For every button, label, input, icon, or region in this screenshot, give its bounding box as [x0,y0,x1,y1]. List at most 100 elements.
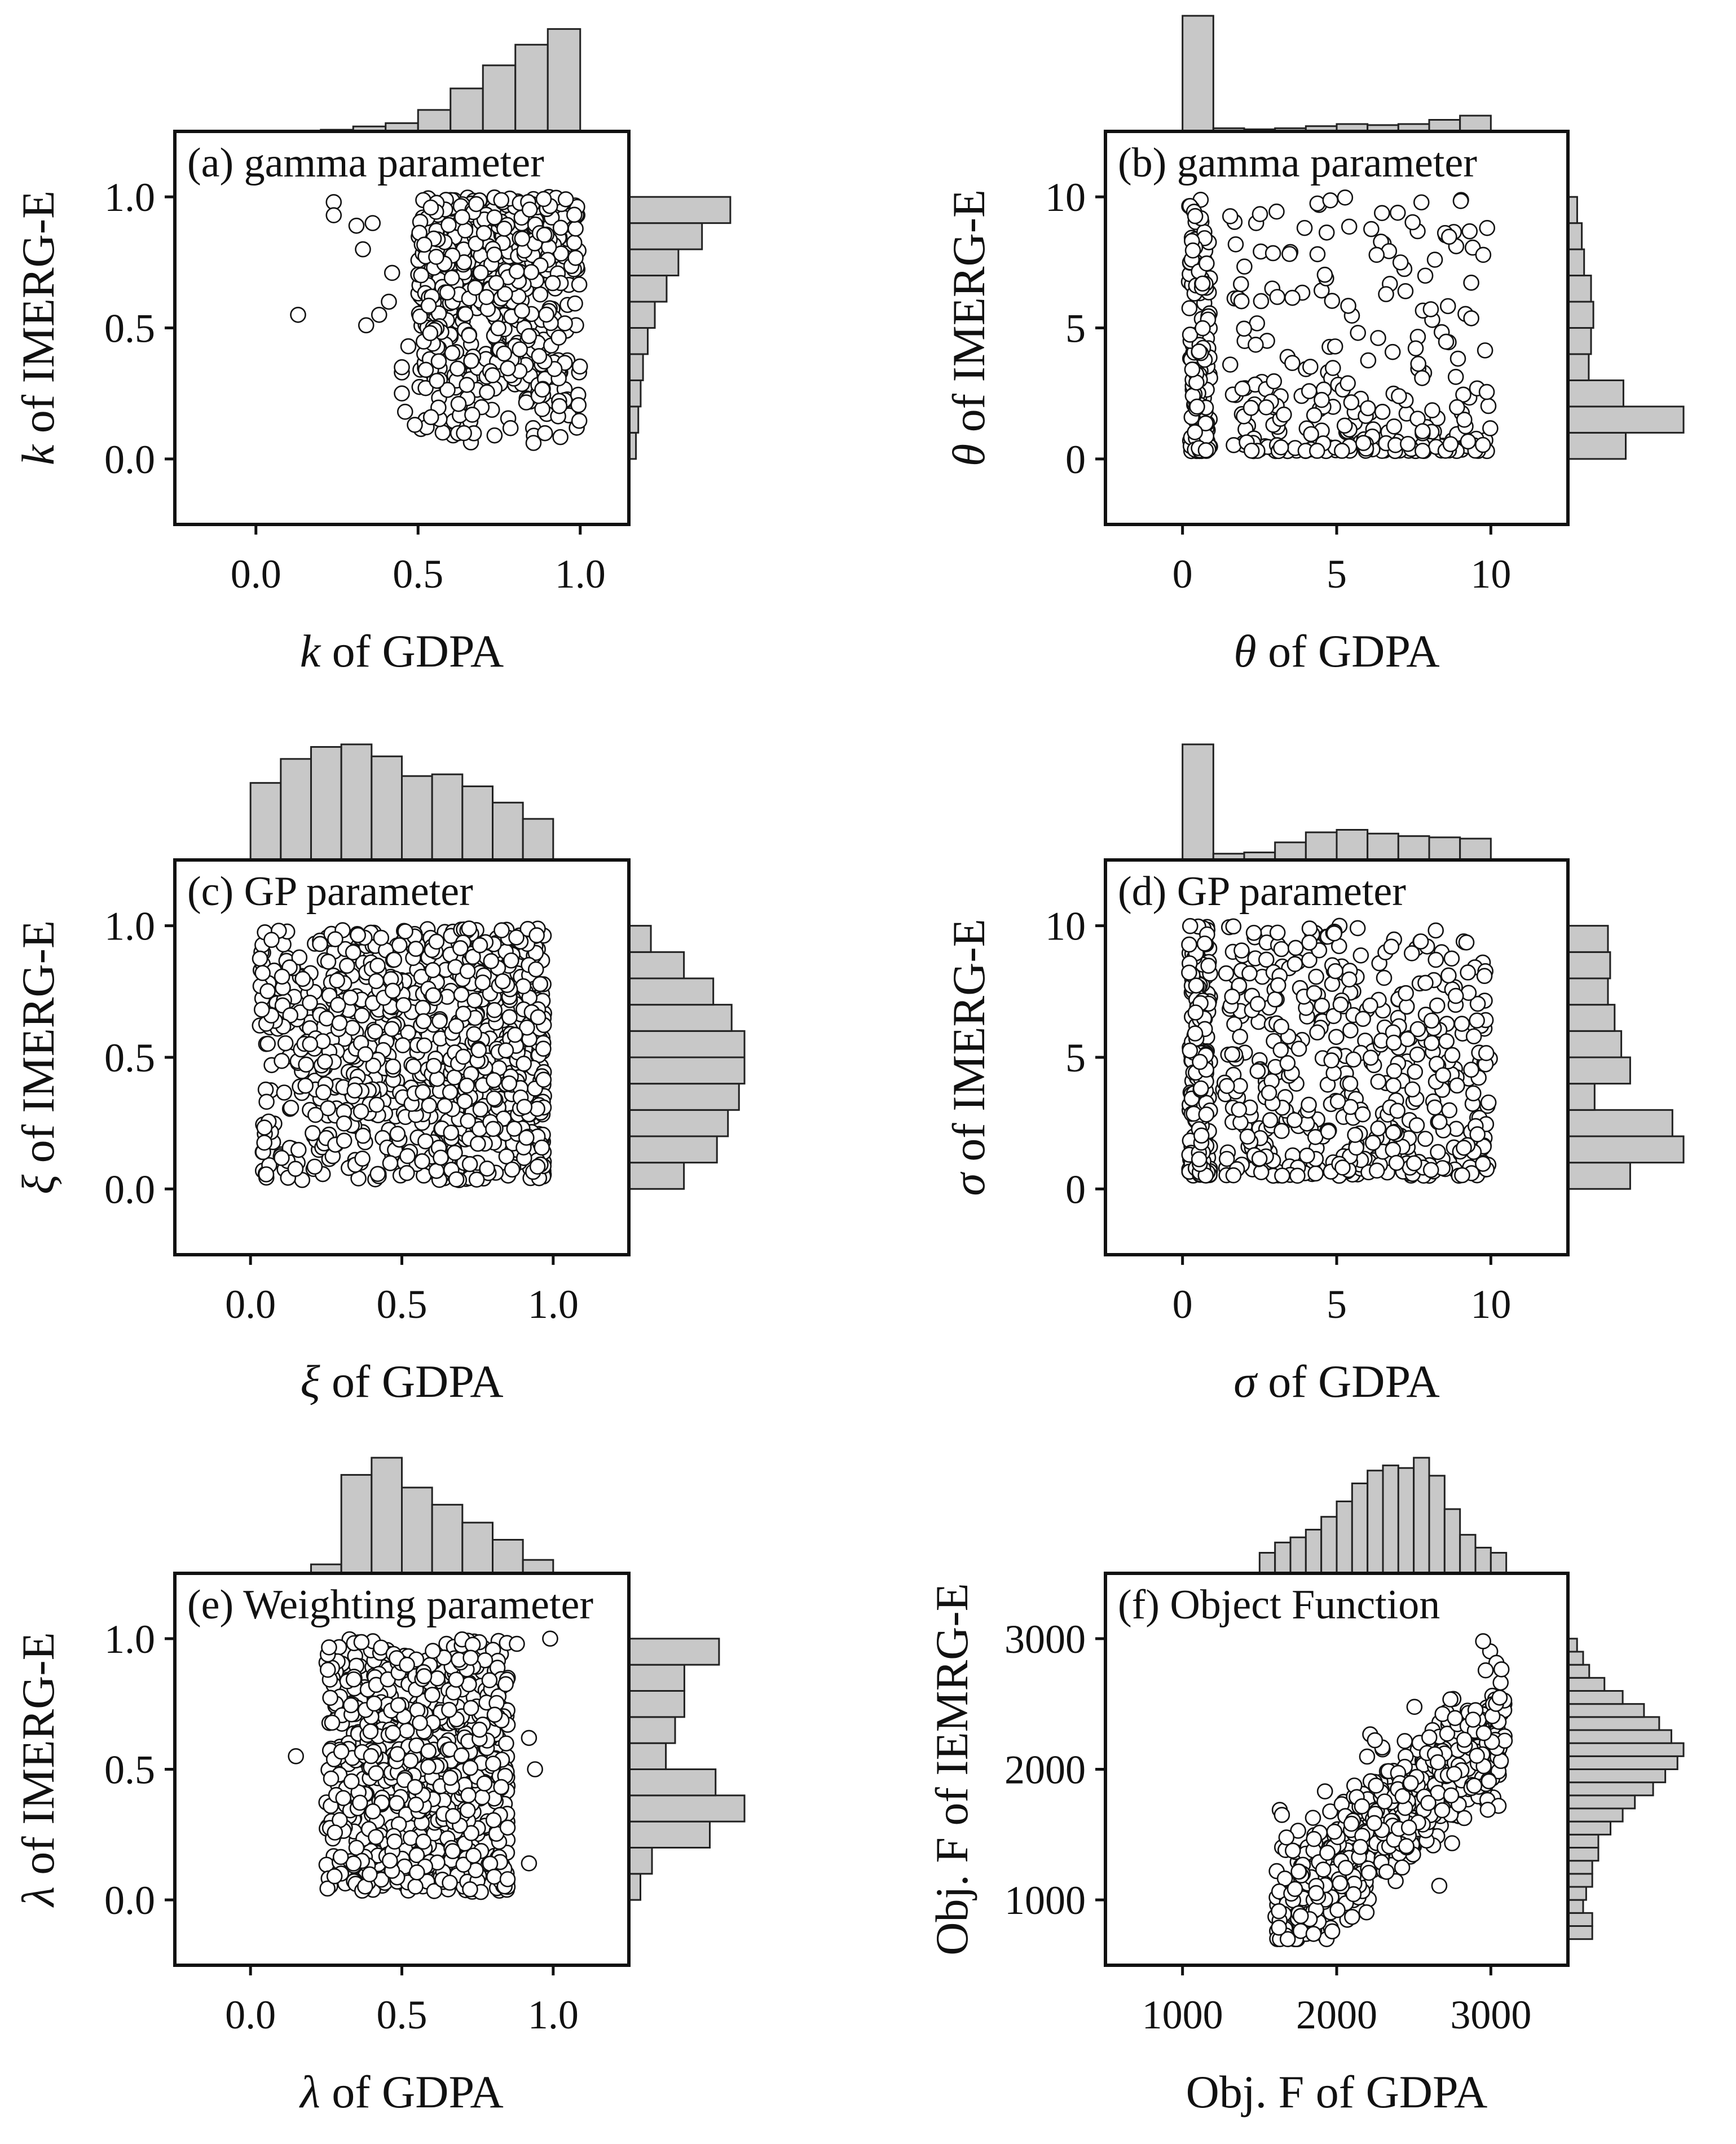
data-point [1440,967,1457,984]
data-point [1319,1845,1336,1861]
data-point [1463,275,1479,291]
right-histogram-bar [1567,1794,1636,1810]
x-tick-label: 3000 [1450,1992,1531,2037]
right-histogram [628,196,732,460]
data-point [297,1078,314,1094]
data-point [1360,352,1377,369]
data-point [1360,1864,1377,1881]
data-point [1308,443,1325,459]
data-point [1184,361,1201,378]
data-point [329,996,346,1013]
data-point [506,1026,523,1043]
data-point [521,1855,537,1872]
data-point [551,398,568,414]
top-histogram-bar [1182,743,1214,861]
data-point [369,1166,386,1183]
data-point [258,1093,275,1110]
data-point [1251,1150,1268,1167]
data-point [1302,359,1319,375]
data-point [290,306,306,323]
x-tick-label: 1.0 [528,1992,579,2037]
data-point [402,1752,419,1769]
y-tick-label: 1.0 [104,1617,155,1662]
data-point [258,1166,275,1183]
data-point [428,249,444,265]
y-axis-label: ξ of IMERG-E [12,920,64,1194]
data-point [1397,283,1414,299]
right-histogram-bar [628,1690,685,1718]
data-point [566,235,583,251]
data-point [462,1759,479,1776]
data-point [1399,1031,1416,1048]
data-point [536,227,553,243]
right-histogram-bar [1567,405,1685,434]
data-point [1278,1829,1295,1846]
data-point [1480,398,1497,414]
x-axis-label: θ of GDPA [1233,625,1439,677]
data-point [368,973,385,990]
top-histogram-bar [522,1559,554,1574]
right-histogram-bar [1567,1135,1685,1164]
x-tick-label: 0.0 [225,1282,276,1327]
data-point [1479,1802,1496,1818]
right-histogram-bar [1567,353,1590,381]
right-histogram-bar [1567,275,1592,303]
x-tick-label: 5 [1327,552,1347,597]
data-point [422,325,439,342]
data-point [459,377,475,393]
plot-area [175,860,629,1255]
data-point [493,1779,509,1796]
data-point [1225,1167,1242,1184]
data-point [1287,939,1304,956]
data-point [448,1018,465,1034]
right-histogram-bar [1567,1820,1612,1836]
data-point [1415,423,1431,440]
top-histogram [1182,15,1492,133]
y-tick-label: 0.5 [104,1035,155,1080]
data-point [509,1635,525,1652]
x-axis-label: Obj. F of GDPA [1186,2066,1488,2117]
top-histogram-bar [280,758,312,861]
data-point [420,1758,437,1775]
right-histogram-bar [628,1056,746,1085]
data-point [1391,388,1407,404]
x-tick-label: 1000 [1142,1992,1223,2037]
data-point [394,1037,411,1053]
right-histogram-bar [1567,1030,1623,1058]
data-point [352,1794,368,1811]
data-point [1465,1085,1482,1102]
data-point [416,1668,433,1684]
data-point [382,1155,399,1171]
data-point [1406,1699,1423,1715]
data-point [424,1687,440,1703]
data-point [444,345,461,361]
data-point [1441,228,1457,245]
data-point [449,360,466,377]
data-point [1226,437,1242,453]
data-point [417,380,434,396]
x-axis-label: k of GDPA [300,625,504,677]
data-point [1476,968,1493,985]
right-histogram-bar [1567,1925,1593,1940]
data-point [1466,1777,1483,1794]
data-point [327,931,343,947]
data-point [1320,1123,1337,1140]
data-point [500,360,516,377]
right-histogram-bar [1567,1886,1587,1901]
data-point [1345,1051,1362,1068]
data-point [1475,1724,1492,1741]
data-point [1268,203,1285,220]
data-point [429,373,445,389]
data-point [316,1053,333,1070]
data-point [1269,289,1286,305]
data-point [1414,370,1430,386]
data-point [412,308,428,325]
data-point [1332,996,1349,1013]
data-point [439,382,456,398]
data-point [1234,380,1251,397]
top-histogram [310,1457,554,1574]
data-point [456,425,472,442]
data-point [1187,1004,1204,1021]
data-point [407,941,424,957]
